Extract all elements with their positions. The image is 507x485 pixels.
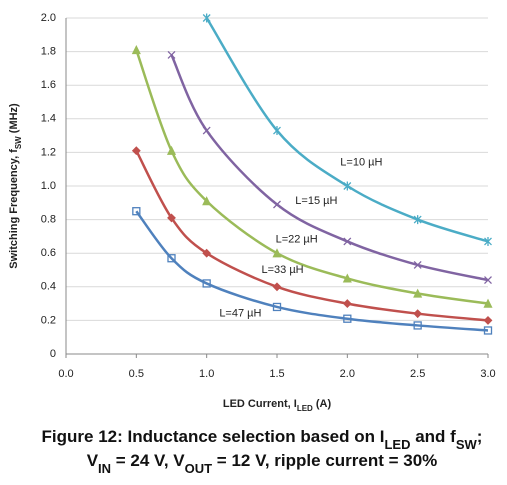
- caption-part: OUT: [185, 461, 213, 476]
- y-tick-label: 1.0: [41, 180, 56, 192]
- caption-part: SW: [456, 437, 478, 452]
- marker: [484, 236, 492, 246]
- marker: [343, 314, 352, 323]
- marker: [483, 298, 493, 308]
- series-label: L=22 µH: [276, 234, 318, 246]
- y-tick-label: 0.4: [41, 281, 56, 293]
- caption-part: = 24 V, V: [111, 451, 185, 470]
- y-tick-label: 0.8: [41, 214, 56, 226]
- marker: [413, 288, 423, 298]
- series-label: L=10 µH: [340, 156, 382, 168]
- caption-part: Figure 12: Inductance selection based on…: [42, 427, 385, 446]
- marker: [131, 44, 141, 55]
- caption-part: ;: [477, 427, 483, 446]
- marker: [131, 146, 141, 156]
- y-tick-label: 2.0: [41, 12, 56, 24]
- marker: [273, 126, 281, 136]
- marker: [166, 145, 177, 155]
- marker: [202, 13, 211, 23]
- y-tick-label: 0.2: [41, 314, 56, 326]
- marker: [483, 315, 493, 325]
- marker: [272, 248, 282, 258]
- x-tick-label: 0.5: [129, 368, 144, 380]
- series-line: [205, 17, 489, 243]
- marker: [413, 321, 422, 330]
- marker: [132, 207, 141, 216]
- caption-part: = 12 V, ripple current = 30%: [212, 451, 437, 470]
- caption: VIN = 24 V, VOUT = 12 V, ripple current …: [87, 451, 438, 475]
- y-tick-label: 1.6: [41, 79, 56, 91]
- y-tick-label: 1.2: [41, 146, 56, 158]
- series-label: L=33 µH: [262, 264, 304, 276]
- series-label: L=15 µH: [295, 195, 337, 207]
- x-tick-label: 1.0: [199, 368, 214, 380]
- caption-part: and f: [410, 427, 456, 446]
- marker: [167, 213, 176, 223]
- y-tick-label: 1.4: [41, 113, 56, 125]
- caption-part: V: [87, 451, 99, 470]
- marker: [343, 237, 352, 246]
- marker: [202, 279, 211, 288]
- marker: [413, 261, 422, 269]
- y-tick-label: 0.6: [41, 247, 56, 259]
- y-axis-label-part: SW: [14, 136, 23, 149]
- marker: [202, 248, 212, 258]
- y-axis-label-part: Switching Frequency, f: [8, 149, 20, 269]
- marker: [272, 282, 282, 292]
- series-line: [135, 49, 489, 305]
- y-axis-label-part: (MHz): [8, 103, 20, 136]
- marker: [342, 299, 352, 309]
- marker: [483, 326, 493, 335]
- caption: Figure 12: Inductance selection based on…: [42, 427, 483, 451]
- marker: [343, 181, 352, 191]
- marker: [202, 126, 211, 135]
- x-tick-label: 2.0: [340, 368, 355, 380]
- marker: [484, 276, 492, 285]
- x-tick-label: 3.0: [480, 368, 495, 380]
- series-line: [170, 54, 489, 282]
- marker: [272, 302, 282, 312]
- series-label: L=47 µH: [219, 308, 261, 320]
- y-tick-label: 0: [50, 348, 56, 360]
- y-tick-label: 1.8: [41, 46, 56, 58]
- x-axis-label-part: (A): [313, 398, 332, 410]
- marker: [202, 196, 212, 206]
- x-tick-label: 0.0: [58, 368, 73, 380]
- caption-part: LED: [384, 437, 410, 452]
- x-axis-label: LED Current, ILED (A): [223, 398, 332, 413]
- caption-part: IN: [98, 461, 111, 476]
- x-axis-label-part: LED Current, I: [223, 398, 297, 410]
- marker: [167, 51, 176, 59]
- series-line: [135, 210, 489, 332]
- marker: [167, 254, 176, 263]
- x-tick-label: 2.5: [410, 368, 425, 380]
- marker: [413, 309, 423, 319]
- marker: [413, 215, 422, 225]
- marker: [342, 273, 352, 283]
- x-axis-label-part: LED: [297, 404, 313, 413]
- marker: [273, 200, 281, 209]
- x-tick-label: 1.5: [269, 368, 284, 380]
- y-axis-label: Switching Frequency, fSW (MHz): [8, 103, 23, 269]
